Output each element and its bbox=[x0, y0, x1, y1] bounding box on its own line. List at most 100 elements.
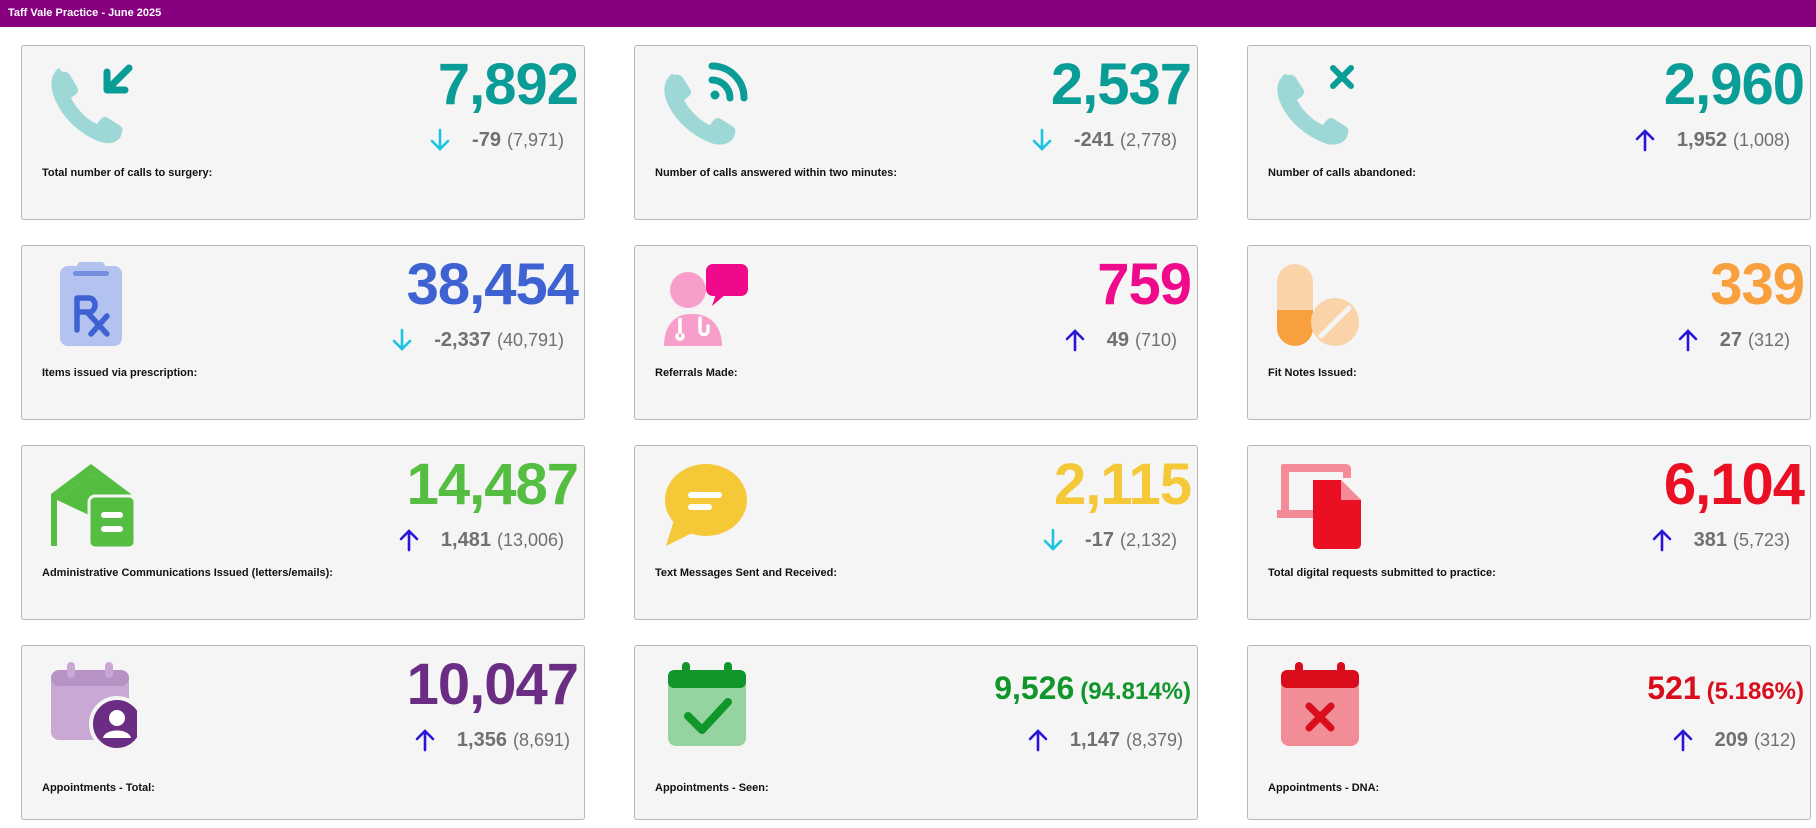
metric-change: 1,356 (8,691) bbox=[415, 726, 570, 754]
metric-value: 2,960 bbox=[1663, 52, 1805, 117]
arrow-up-icon bbox=[1065, 328, 1085, 352]
metric-label: Appointments - Total: bbox=[42, 782, 155, 794]
arrow-down-icon bbox=[392, 328, 412, 352]
change-value: 49 bbox=[1106, 329, 1129, 351]
metric-label: Number of calls abandoned: bbox=[1268, 167, 1416, 179]
metric-value: 10,047 bbox=[406, 652, 579, 717]
metric-label: Text Messages Sent and Received: bbox=[655, 567, 837, 579]
metric-change: 1,147 (8,379) bbox=[1028, 726, 1183, 754]
header-bar: Taff Vale Practice - June 2025 bbox=[0, 0, 1816, 27]
metric-change: 49 (710) bbox=[1065, 326, 1177, 354]
card-prescriptions: 38,454 -2,337 (40,791) Items issued via … bbox=[21, 245, 585, 420]
metric-change: 381 (5,723) bbox=[1652, 526, 1790, 554]
phone-answered-icon bbox=[660, 60, 750, 150]
card-referrals: 759 49 (710) Referrals Made: bbox=[634, 245, 1198, 420]
change-value: -2,337 bbox=[434, 329, 491, 351]
arrow-down-icon bbox=[430, 128, 450, 152]
metric-change: -241 (2,778) bbox=[1032, 126, 1177, 154]
previous-value: (8,691) bbox=[512, 730, 570, 750]
phone-incoming-icon bbox=[47, 60, 137, 150]
change-value: 27 bbox=[1719, 329, 1742, 351]
prescription-icon bbox=[47, 260, 137, 350]
doctor-consult-icon bbox=[660, 260, 750, 350]
previous-value: (312) bbox=[1747, 330, 1790, 350]
metric-value: 14,487 bbox=[406, 452, 579, 517]
card-digital-requests: 6,104 381 (5,723) Total digital requests… bbox=[1247, 445, 1811, 620]
change-value: -17 bbox=[1085, 529, 1114, 551]
previous-value: (1,008) bbox=[1732, 130, 1790, 150]
previous-value: (710) bbox=[1134, 330, 1177, 350]
metric-value: 9,526 (94.814%) bbox=[994, 668, 1191, 712]
envelope-letter-icon bbox=[47, 460, 137, 550]
previous-value: (8,379) bbox=[1125, 730, 1183, 750]
card-total-calls: 7,892 -79 (7,971) Total number of calls … bbox=[21, 45, 585, 220]
metric-change: 209 (312) bbox=[1673, 726, 1796, 754]
metric-value: 339 bbox=[1710, 252, 1805, 317]
change-value: 1,147 bbox=[1069, 729, 1120, 751]
change-value: -79 bbox=[472, 129, 501, 151]
metric-value: 38,454 bbox=[406, 252, 579, 317]
card-appointments-dna: 521 (5.186%) 209 (312) Appointments - DNA… bbox=[1247, 645, 1811, 820]
change-value: 1,356 bbox=[456, 729, 507, 751]
arrow-up-icon bbox=[399, 528, 419, 552]
metric-change: 1,952 (1,008) bbox=[1635, 126, 1790, 154]
metric-label: Items issued via prescription: bbox=[42, 367, 198, 379]
previous-value: (40,791) bbox=[496, 330, 564, 350]
metric-value: 2,115 bbox=[1054, 452, 1192, 517]
arrow-up-icon bbox=[1028, 728, 1048, 752]
previous-value: (312) bbox=[1753, 730, 1796, 750]
change-value: 381 bbox=[1693, 529, 1727, 551]
previous-value: (7,971) bbox=[506, 130, 564, 150]
metric-percent: (5.186%) bbox=[1706, 678, 1804, 705]
arrow-down-icon bbox=[1032, 128, 1052, 152]
arrow-up-icon bbox=[1652, 528, 1672, 552]
change-value: 1,952 bbox=[1676, 129, 1727, 151]
calendar-cross-icon bbox=[1273, 660, 1363, 750]
card-calls-abandoned: 2,960 1,952 (1,008) Number of calls aban… bbox=[1247, 45, 1811, 220]
metric-label: Appointments - Seen: bbox=[655, 782, 769, 794]
previous-value: (13,006) bbox=[496, 530, 564, 550]
metric-value: 6,104 bbox=[1663, 452, 1805, 517]
card-admin-communications: 14,487 1,481 (13,006) Administrative Com… bbox=[21, 445, 585, 620]
metric-number: 9,526 bbox=[994, 670, 1075, 706]
metric-change: -2,337 (40,791) bbox=[392, 326, 564, 354]
arrow-up-icon bbox=[1673, 728, 1693, 752]
metric-value: 521 (5.186%) bbox=[1647, 668, 1804, 712]
card-appointments-total: 10,047 1,356 (8,691) Appointments - Tota… bbox=[21, 645, 585, 820]
page-title: Taff Vale Practice - June 2025 bbox=[8, 7, 162, 19]
change-value: 1,481 bbox=[440, 529, 491, 551]
metric-label: Appointments - DNA: bbox=[1268, 782, 1380, 794]
card-calls-answered: 2,537 -241 (2,778) Number of calls answe… bbox=[634, 45, 1198, 220]
change-value: 209 bbox=[1714, 729, 1748, 751]
metric-change: 1,481 (13,006) bbox=[399, 526, 564, 554]
metric-value: 759 bbox=[1097, 252, 1192, 317]
pills-icon bbox=[1273, 260, 1363, 350]
metric-change: 27 (312) bbox=[1678, 326, 1790, 354]
change-value: -241 bbox=[1073, 129, 1114, 151]
phone-abandoned-icon bbox=[1273, 60, 1363, 150]
metric-label: Total digital requests submitted to prac… bbox=[1268, 567, 1496, 579]
previous-value: (2,132) bbox=[1119, 530, 1177, 550]
arrow-up-icon bbox=[415, 728, 435, 752]
metric-number: 521 bbox=[1647, 670, 1701, 706]
card-text-messages: 2,115 -17 (2,132) Text Messages Sent and… bbox=[634, 445, 1198, 620]
card-fit-notes: 339 27 (312) Fit Notes Issued: bbox=[1247, 245, 1811, 420]
metric-value: 7,892 bbox=[437, 52, 579, 117]
arrow-down-icon bbox=[1043, 528, 1063, 552]
metric-label: Fit Notes Issued: bbox=[1268, 367, 1357, 379]
calendar-check-icon bbox=[660, 660, 750, 750]
calendar-person-icon bbox=[47, 660, 137, 750]
previous-value: (5,723) bbox=[1732, 530, 1790, 550]
metric-value: 2,537 bbox=[1050, 52, 1192, 117]
arrow-up-icon bbox=[1678, 328, 1698, 352]
metric-percent: (94.814%) bbox=[1080, 678, 1191, 705]
card-appointments-seen: 9,526 (94.814%) 1,147 (8,379) Appointment… bbox=[634, 645, 1198, 820]
digital-document-icon bbox=[1273, 460, 1363, 550]
metric-change: -17 (2,132) bbox=[1043, 526, 1177, 554]
metric-label: Administrative Communications Issued (le… bbox=[42, 567, 333, 579]
previous-value: (2,778) bbox=[1119, 130, 1177, 150]
arrow-up-icon bbox=[1635, 128, 1655, 152]
metric-label: Referrals Made: bbox=[655, 367, 738, 379]
metric-label: Total number of calls to surgery: bbox=[42, 167, 213, 179]
metric-change: -79 (7,971) bbox=[430, 126, 564, 154]
